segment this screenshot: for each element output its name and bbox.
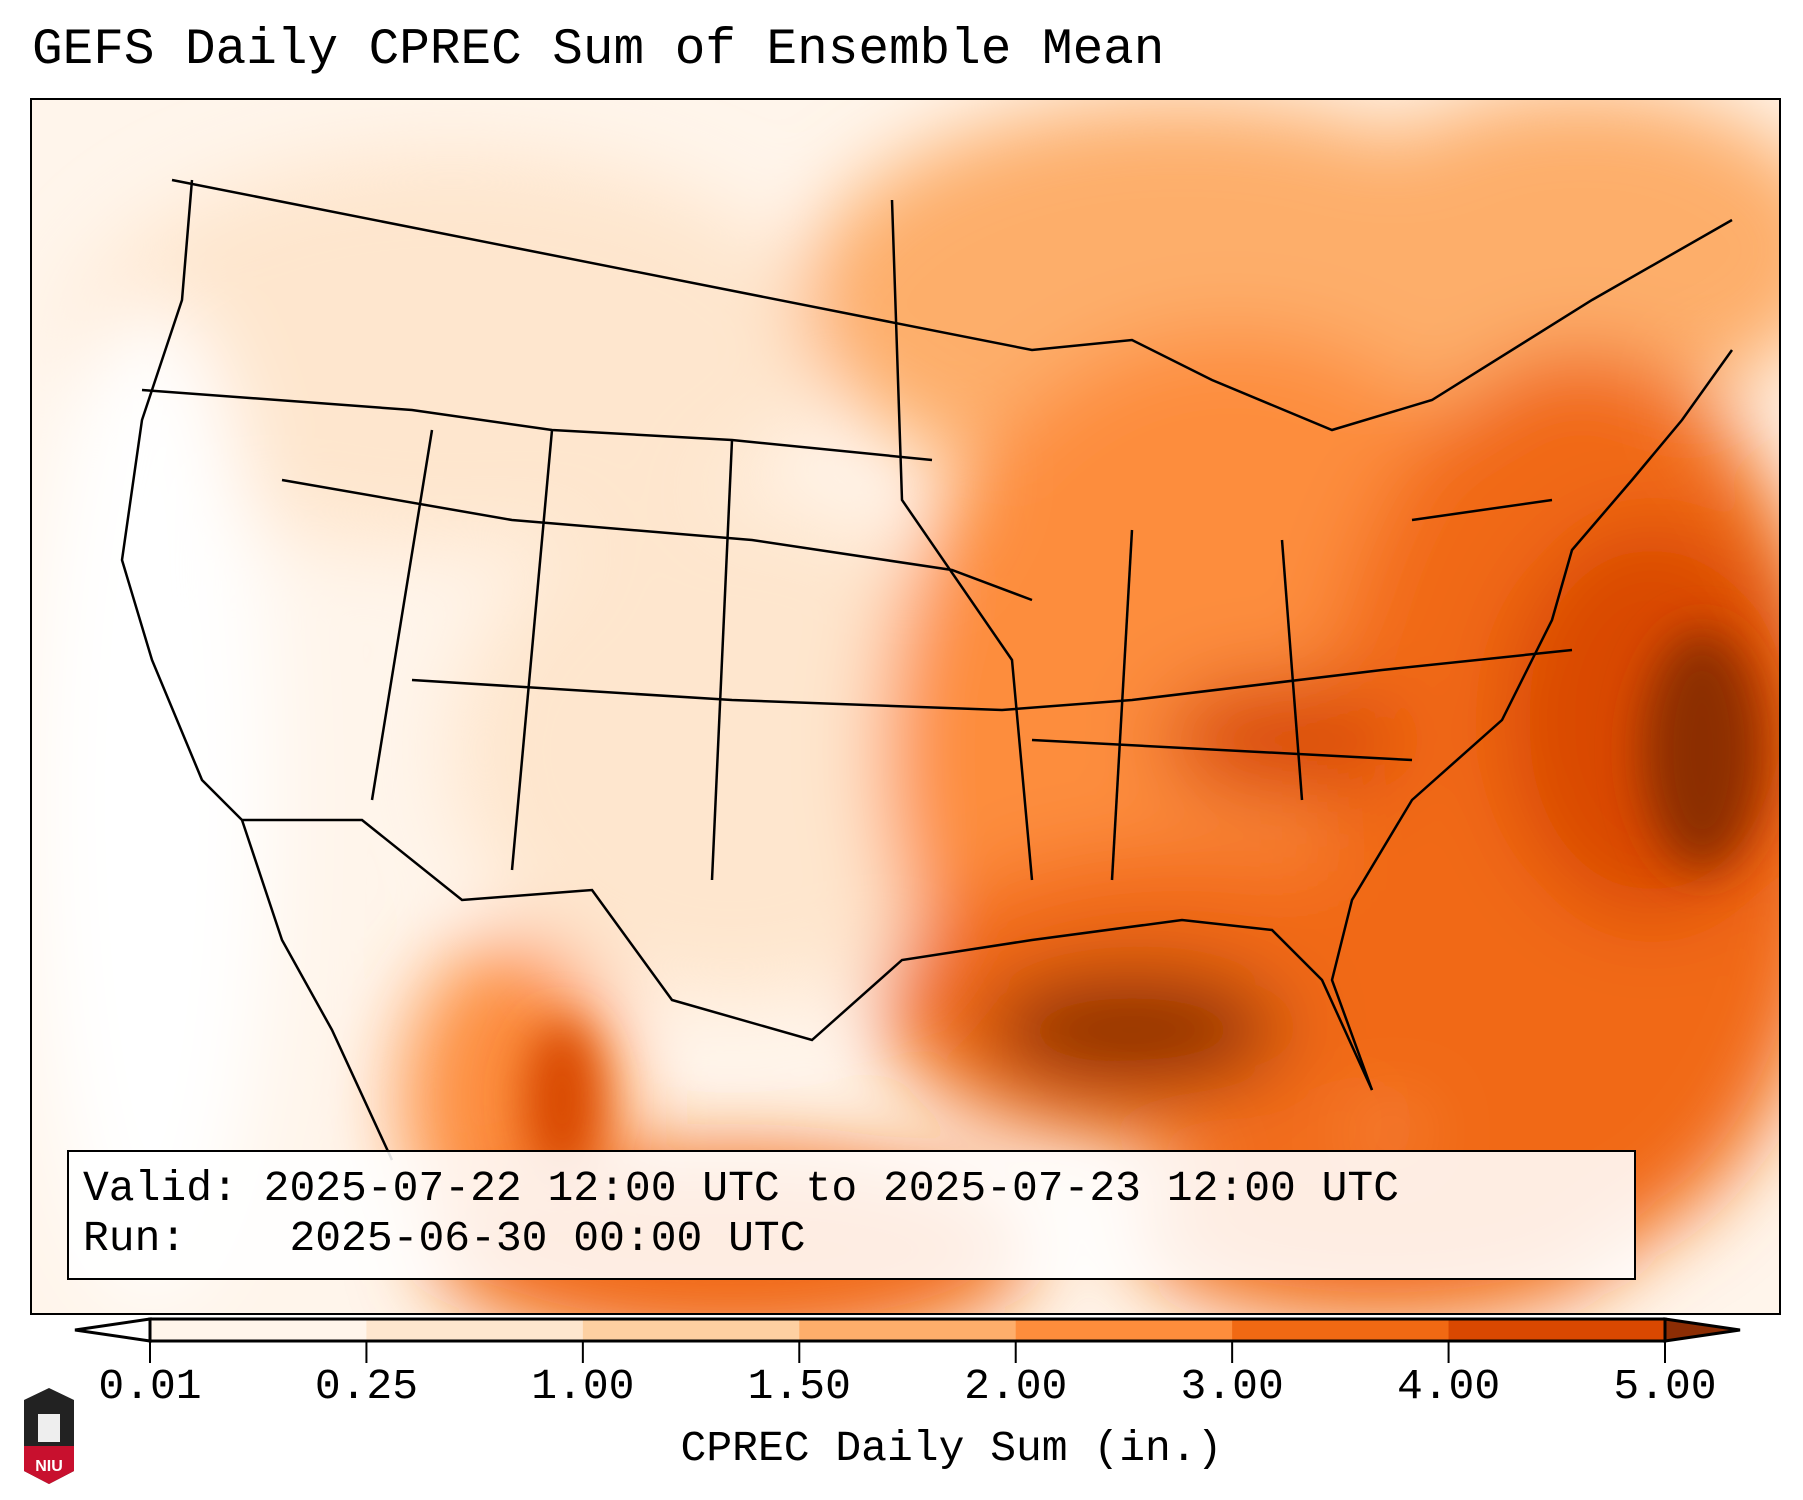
run-time: 2025-06-30 00:00 UTC — [289, 1214, 806, 1263]
map-canvas — [32, 100, 1779, 1313]
colorbar-tick-label: 0.01 — [98, 1362, 202, 1411]
colorbar — [74, 1317, 1741, 1363]
colorbar-label: CPREC Daily Sum (in.) — [680, 1424, 1223, 1473]
run-label: Run: — [83, 1214, 187, 1263]
colorbar-tick-label: 5.00 — [1613, 1362, 1717, 1411]
colorbar-segment — [582, 1319, 800, 1341]
northern-border — [171, 178, 1733, 432]
colorbar-tick-label: 1.50 — [747, 1362, 851, 1411]
west-coastline — [120, 179, 394, 1161]
niu-logo: NIU — [24, 1388, 74, 1484]
state-borders — [120, 178, 1734, 1161]
colorbar-segment — [1015, 1319, 1233, 1341]
colorbar-segment — [1232, 1319, 1450, 1341]
chart-title: GEFS Daily CPREC Sum of Ensemble Mean — [32, 22, 1165, 79]
colorbar-tick-label: 0.25 — [314, 1362, 419, 1411]
colorbar-tick-label: 3.00 — [1180, 1362, 1284, 1411]
colorbar-over-arrow — [1663, 1317, 1741, 1343]
colorbar-outline — [148, 1317, 1667, 1343]
colorbar-tick-label: 4.00 — [1396, 1362, 1501, 1411]
colorbar-segment — [150, 1319, 367, 1341]
colorbar-tick-label: 2.00 — [964, 1362, 1068, 1411]
colorbar-segment — [366, 1319, 584, 1341]
colorbar-segment — [799, 1319, 1017, 1341]
colorbar-tick-label: 1.00 — [531, 1362, 635, 1411]
east-coastline — [1330, 349, 1734, 1091]
precip-field — [32, 100, 1779, 1313]
colorbar-segment — [1448, 1319, 1666, 1341]
svg-text:NIU: NIU — [35, 1458, 63, 1475]
southern-coastline — [242, 818, 1374, 1091]
precipitation-map — [30, 98, 1781, 1315]
info-box: Valid: 2025-07-22 12:00 UTC to 2025-07-2… — [67, 1150, 1636, 1280]
colorbar-under-arrow — [74, 1317, 152, 1343]
valid-range: 2025-07-22 12:00 UTC to 2025-07-23 12:00… — [263, 1164, 1400, 1213]
valid-label: Valid: — [83, 1164, 238, 1213]
